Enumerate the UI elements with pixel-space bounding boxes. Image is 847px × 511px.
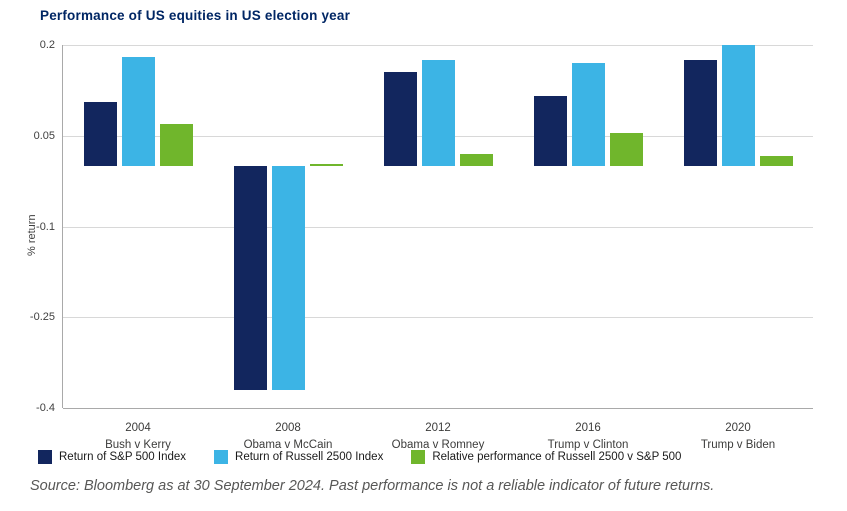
bar-sp500-2020: [683, 60, 717, 166]
plot-area: 0.2 0.05 -0.1 -0.25 -0.4 2004 Bush v Kerry 2008…: [30, 39, 813, 451]
bar-russell-2016: [571, 63, 605, 166]
legend-item: Return of Russell 2500 Index: [214, 450, 383, 464]
x-axis-category-label: 2016 Trump v Clinton: [513, 420, 663, 453]
legend-item: Relative performance of Russell 2500 v S…: [411, 450, 681, 464]
category-matchup: Bush v Kerry: [105, 438, 171, 451]
legend-swatch-sp500: [38, 450, 52, 464]
bar-sp500-2004: [83, 102, 117, 166]
source-note: Source: Bloomberg as at 30 September 202…: [30, 478, 715, 494]
chart-title: Performance of US equities in US electio…: [40, 8, 351, 23]
legend-item: Return of S&P 500 Index: [38, 450, 186, 464]
bar-sp500-2012: [383, 72, 417, 166]
y-tick-label: -0.4: [36, 402, 55, 414]
bar-relative-2012: [459, 153, 493, 166]
gridline: [63, 408, 813, 409]
y-tick-label: -0.1: [36, 220, 55, 233]
bar-russell-2004: [121, 57, 155, 166]
bar-relative-2016: [609, 132, 643, 166]
category-matchup: Trump v Biden: [700, 438, 776, 451]
y-tick-label: 0.05: [33, 129, 55, 142]
category-matchup: Obama v Romney: [391, 438, 485, 451]
category-matchup: Trump v Clinton: [547, 438, 629, 451]
y-axis-title: % return: [26, 214, 38, 256]
category-matchup: Obama v McCain: [243, 438, 333, 451]
category-year: 2016: [575, 422, 601, 434]
bar-relative-2008: [309, 164, 343, 166]
bar-russell-2020: [721, 45, 755, 166]
bar-russell-2012: [421, 60, 455, 166]
bar-russell-2008: [271, 166, 305, 390]
legend-label: Relative performance of Russell 2500 v S…: [432, 451, 682, 463]
category-year: 2008: [275, 422, 301, 434]
category-year: 2004: [125, 422, 151, 434]
category-year: 2020: [725, 422, 751, 434]
bar-sp500-2016: [533, 96, 567, 166]
x-axis-category-label: 2004 Bush v Kerry: [63, 420, 213, 453]
legend-label: Return of Russell 2500 Index: [235, 451, 384, 463]
legend-label: Return of S&P 500 Index: [59, 451, 187, 463]
y-tick-label: 0.2: [39, 39, 55, 51]
gridline: [63, 317, 813, 319]
category-year: 2012: [425, 422, 451, 434]
bar-relative-2020: [759, 156, 793, 166]
legend-swatch-relative: [411, 450, 426, 464]
x-axis-category-label: 2012 Obama v Romney: [363, 420, 513, 453]
gridline: [63, 45, 813, 46]
legend: Return of S&P 500 Index Return of Russell…: [38, 450, 681, 464]
y-tick-label: -0.25: [29, 311, 55, 324]
bar-relative-2004: [159, 123, 193, 166]
gridline: [63, 226, 813, 228]
x-axis-category-label: 2008 Obama v McCain: [213, 420, 363, 453]
bar-sp500-2008: [233, 166, 267, 390]
x-axis-category-label: 2020 Trump v Biden: [663, 420, 813, 453]
legend-swatch-russell: [214, 450, 229, 464]
